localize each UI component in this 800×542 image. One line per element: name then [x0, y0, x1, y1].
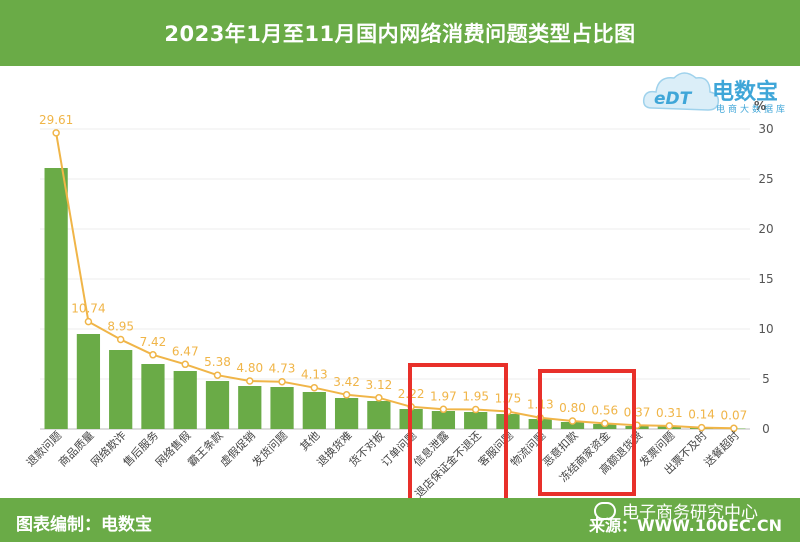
wechat-watermark: 电子商务研究中心: [594, 498, 758, 523]
data-label: 4.80: [236, 361, 263, 375]
line-point: [697, 423, 706, 432]
data-label: 0.56: [591, 403, 618, 417]
chart-credit: 图表编制：电数宝: [16, 515, 152, 535]
line-point: [568, 417, 577, 425]
line-point: [439, 405, 448, 414]
y-axis-ticks: 0 5 10 15 20 25 30%: [754, 99, 774, 436]
data-label: 5.38: [204, 355, 231, 369]
data-label: 4.73: [269, 362, 296, 376]
data-label: 1.95: [462, 390, 489, 404]
bar: [141, 364, 165, 429]
data-label: 0.37: [624, 405, 651, 419]
data-label: 3.42: [333, 375, 360, 389]
data-label: 1.97: [430, 389, 457, 403]
footer-band: 图表编制：电数宝 来源：WWW.100EC.CN: [0, 498, 800, 542]
y-tick-label: 20: [758, 222, 773, 236]
bar: [44, 168, 68, 429]
data-label: 0.07: [721, 408, 748, 422]
data-label: 0.14: [688, 408, 715, 422]
y-tick-label: 5: [762, 372, 770, 386]
trend-line: [55, 132, 734, 430]
bar: [76, 334, 101, 429]
chart-title-band: 2023年1月至11月国内网络消费问题类型占比图: [0, 0, 800, 66]
data-label: 7.42: [140, 335, 167, 349]
line-point: [246, 377, 254, 385]
line-point: [116, 335, 125, 344]
data-labels: 29.61 10.748.95 7.42 6.47 5.38 4.80 4.73 4.13 3.…: [39, 113, 747, 422]
bar: [367, 401, 391, 429]
bar: [334, 398, 359, 429]
y-tick-label: 15: [758, 272, 773, 286]
category-label: 其他: [298, 429, 323, 454]
logo-subtitle: 电商大数据库: [716, 105, 789, 115]
line-point: [181, 360, 189, 369]
bar: [560, 422, 585, 429]
line-point: [665, 422, 674, 430]
chart-source: 来源：WWW.100EC.CN: [588, 516, 782, 535]
data-label: 0.80: [559, 401, 586, 415]
cloud-logo-icon: eDT: [642, 72, 720, 111]
y-unit-label: %: [754, 99, 766, 113]
line-point: [52, 129, 60, 137]
data-label: 4.13: [301, 368, 328, 382]
y-tick-label: 0: [762, 422, 770, 436]
logo-mark: eDT: [654, 89, 693, 109]
y-tick-label: 10: [758, 322, 773, 336]
bar: [431, 411, 456, 429]
data-label: 29.61: [39, 113, 73, 127]
line-series: [52, 129, 738, 433]
category-label: 送餐超时: [701, 428, 742, 469]
bar-line-chart: 29.61 10.748.95 7.42 6.47 5.38 4.80 4.73 4.13 3.…: [23, 99, 774, 498]
data-label: 3.12: [366, 378, 393, 392]
data-label: 6.47: [172, 344, 199, 358]
line-point: [84, 317, 93, 326]
bar: [270, 387, 294, 429]
line-point: [730, 424, 738, 433]
logo-brand: 电数宝: [712, 80, 779, 105]
bar: [238, 386, 262, 429]
line-point: [278, 377, 286, 386]
highlight-box: [538, 369, 636, 496]
line-point: [471, 405, 480, 414]
bar: [464, 412, 488, 429]
line-point: [375, 394, 383, 402]
category-label: 发货问题: [249, 428, 290, 469]
y-tick-label: 30: [758, 122, 773, 136]
bar: [173, 371, 197, 429]
bar: [302, 392, 326, 429]
line-point: [601, 419, 609, 428]
line-point: [213, 371, 222, 379]
bar: [205, 381, 230, 429]
line-point: [149, 351, 157, 359]
y-tick-label: 25: [758, 172, 773, 186]
bar-series: [44, 168, 746, 429]
line-point: [310, 383, 319, 392]
watermark-text: 电子商务研究中心: [622, 503, 758, 523]
data-label: 8.95: [107, 320, 134, 334]
highlight-boxes: [408, 363, 636, 498]
data-label: 0.31: [656, 406, 683, 420]
wechat-icon: [594, 501, 616, 520]
data-label: 10.74: [71, 302, 105, 316]
bar: [109, 350, 133, 429]
chart-title: 2023年1月至11月国内网络消费问题类型占比图: [164, 22, 636, 46]
line-point: [342, 391, 351, 399]
highlight-box: [408, 363, 508, 498]
